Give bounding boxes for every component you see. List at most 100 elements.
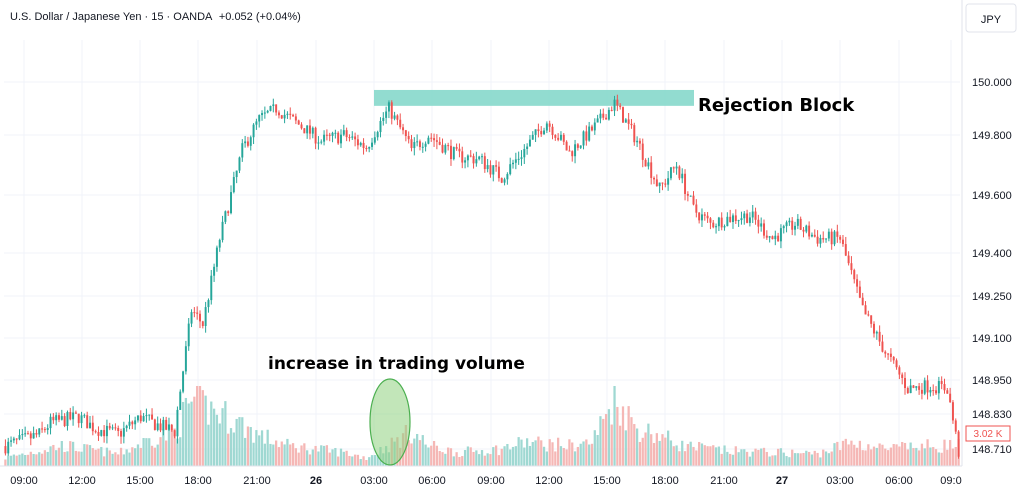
- volume-bar: [949, 440, 952, 466]
- candle-body: [199, 313, 201, 322]
- candle-body: [813, 234, 816, 237]
- volume-bar: [613, 386, 616, 466]
- candle-body: [574, 144, 577, 157]
- candle-body: [249, 137, 252, 146]
- volume-bar: [573, 451, 577, 466]
- volume-bar: [370, 455, 374, 466]
- candle-body: [325, 134, 328, 136]
- volume-bar: [788, 457, 791, 466]
- candle-body: [246, 141, 249, 146]
- candle-body: [915, 386, 918, 388]
- volume-bar: [511, 446, 515, 466]
- volume-bar: [97, 448, 100, 466]
- volume-bar: [672, 446, 675, 466]
- volume-bar: [215, 414, 219, 466]
- candle-body: [920, 389, 923, 394]
- candle-body: [32, 433, 35, 439]
- candle-body: [176, 409, 179, 437]
- volume-bar: [193, 396, 196, 466]
- candle-body: [771, 236, 774, 240]
- candle-body: [602, 113, 605, 118]
- volume-bar: [748, 456, 752, 466]
- candle-body: [435, 140, 438, 142]
- volume-bar: [280, 441, 283, 466]
- candle-body: [111, 427, 114, 429]
- price-tick-label: 148.830: [972, 409, 1012, 421]
- candle-body: [571, 151, 574, 157]
- volume-bar: [745, 451, 749, 466]
- candle-body: [15, 438, 18, 440]
- candle-body: [622, 107, 624, 123]
- volume-bar: [633, 424, 636, 466]
- candle-body: [503, 179, 506, 183]
- candle-body: [873, 323, 875, 334]
- volume-bar: [940, 452, 943, 466]
- candle-body: [328, 134, 331, 136]
- candle-body: [320, 141, 323, 143]
- candle-body: [153, 419, 156, 430]
- volume-bar: [754, 448, 757, 466]
- price-tick-label: 149.600: [972, 190, 1012, 202]
- volume-bar: [246, 426, 250, 466]
- volume-bar: [52, 444, 55, 466]
- candle-body: [655, 179, 658, 187]
- candle-body: [114, 427, 117, 429]
- candle-body: [731, 215, 734, 223]
- volume-bar: [463, 449, 467, 466]
- volume-bar: [929, 447, 932, 466]
- candle-body: [277, 112, 280, 116]
- volume-bar: [413, 438, 416, 466]
- volume-bar: [520, 439, 523, 466]
- candle-body: [788, 220, 791, 223]
- candle-body: [35, 433, 38, 435]
- candle-body: [404, 130, 407, 137]
- candle-body: [870, 315, 873, 324]
- candle-body: [794, 225, 797, 230]
- volume-bar: [720, 453, 723, 466]
- candle-body: [63, 416, 66, 426]
- candle-body: [565, 141, 568, 151]
- currency-badge[interactable]: JPY: [965, 3, 1017, 33]
- volume-bar: [850, 440, 853, 466]
- volume-bar: [475, 450, 478, 466]
- volume-bar: [486, 453, 489, 466]
- candle-body: [452, 147, 455, 160]
- volume-bar: [661, 434, 664, 466]
- volume-bar: [762, 447, 766, 466]
- volume-bar: [108, 450, 111, 466]
- candle-body: [193, 312, 196, 314]
- candle-body: [170, 424, 173, 431]
- volume-bar: [339, 448, 343, 466]
- volume-bar: [731, 454, 735, 466]
- volume-bar: [260, 430, 264, 466]
- candle-body: [430, 137, 433, 139]
- volume-bar: [737, 452, 740, 466]
- candle-body: [331, 132, 334, 136]
- volume-value-label: 3.02 K: [974, 429, 1003, 440]
- volume-bar: [275, 440, 278, 466]
- volume-bar: [799, 453, 802, 466]
- volume-bar: [466, 446, 470, 466]
- volume-bar: [153, 447, 157, 466]
- volume-bar: [480, 450, 484, 466]
- volume-bar: [29, 451, 32, 466]
- candle-body: [610, 109, 613, 111]
- volume-bar: [946, 449, 949, 466]
- volume-bar: [875, 447, 878, 466]
- volume-bar: [49, 446, 52, 466]
- candle-body: [703, 214, 706, 216]
- candle-body: [201, 321, 204, 326]
- volume-bar: [853, 444, 856, 466]
- currency-badge-box[interactable]: [965, 3, 1017, 33]
- currency-badge-label[interactable]: JPY: [981, 14, 1002, 26]
- volume-bar: [901, 441, 904, 466]
- volume-bar: [726, 451, 729, 466]
- volume-bar: [915, 447, 918, 466]
- volume-bar: [827, 453, 830, 466]
- volume-bar: [500, 448, 503, 466]
- volume-bar: [796, 453, 799, 466]
- volume-bar: [88, 445, 92, 466]
- candle-body: [438, 141, 441, 145]
